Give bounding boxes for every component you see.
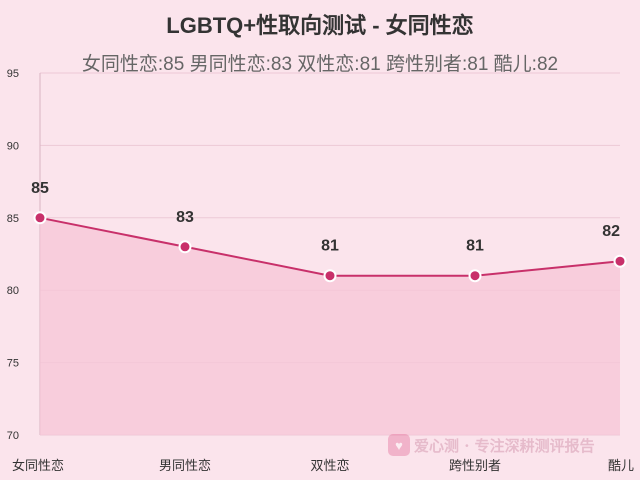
data-label: 81 [321, 238, 339, 255]
x-tick-label: 女同性恋 [12, 458, 64, 474]
y-tick-label: 90 [7, 140, 19, 152]
data-points [33, 211, 627, 283]
y-tick-label: 95 [7, 68, 19, 80]
area-fill-layer [40, 217, 620, 435]
data-point [613, 254, 627, 268]
y-tick-label: 75 [7, 358, 19, 370]
x-tick-label: 酷儿 [608, 459, 634, 474]
chart-title: LGBTQ+性取向测试 - 女同性恋 [166, 13, 474, 38]
data-point [323, 269, 337, 283]
data-labels: 85 83 81 81 82 [31, 180, 620, 255]
x-tick-label: 双性恋 [310, 458, 349, 474]
data-label: 82 [602, 223, 620, 240]
data-point [178, 240, 192, 254]
watermark: ♥ 爱心测 · 专注深耕测评报告 [388, 434, 595, 456]
data-label: 81 [466, 238, 484, 255]
x-axis-ticks: 女同性恋 男同性恋 双性恋 跨性别者 酷儿 [12, 458, 634, 474]
y-tick-label: 80 [7, 285, 19, 297]
data-label: 83 [176, 209, 194, 226]
watermark-text: 爱心测 · 专注深耕测评报告 [414, 436, 595, 455]
y-axis-ticks: 70 75 80 85 90 95 [7, 68, 19, 442]
x-tick-label: 男同性恋 [159, 458, 211, 474]
data-point [468, 269, 482, 283]
data-label: 85 [31, 180, 49, 197]
y-tick-label: 70 [7, 430, 19, 442]
y-tick-label: 85 [7, 213, 19, 225]
heart-icon: ♥ [388, 434, 410, 456]
x-tick-label: 跨性别者 [449, 459, 501, 474]
area-fill [40, 217, 620, 435]
chart-subtitle: 女同性恋:85 男同性恋:83 双性恋:81 跨性别者:81 酷儿:82 [81, 54, 559, 75]
data-point [33, 211, 47, 225]
